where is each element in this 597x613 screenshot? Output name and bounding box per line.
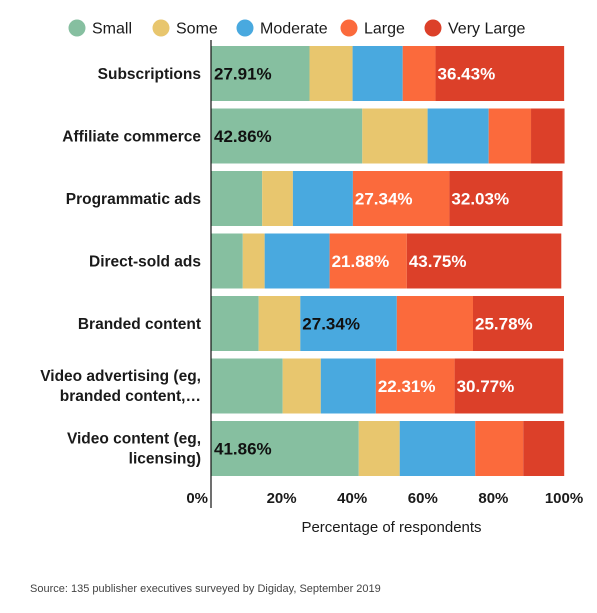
x-tick-label: 60% (408, 490, 438, 507)
category-label: Affiliate commerce (62, 129, 201, 146)
bar-segment (449, 171, 563, 226)
bar-segment (435, 46, 565, 101)
bar-segment (300, 296, 397, 351)
category-label: Branded content (78, 316, 201, 333)
bar-segment (211, 46, 310, 101)
legend-swatch-small (68, 19, 86, 37)
data-label: 21.88% (332, 252, 390, 271)
data-label: 41.86% (214, 440, 272, 459)
bar-segment (258, 296, 301, 351)
x-tick-label: 0% (186, 490, 208, 507)
bar-segment (211, 171, 263, 226)
bar-segment (211, 421, 359, 476)
bar-segment (309, 46, 353, 101)
category-label: Direct-sold ads (89, 254, 201, 271)
legend-label-small: Small (92, 21, 132, 38)
x-tick-label: 40% (337, 490, 367, 507)
bar-segment (406, 233, 562, 289)
bar-segment (362, 108, 428, 164)
legend-label-some: Some (176, 21, 218, 38)
bar-segment (211, 358, 283, 414)
data-label: 43.75% (409, 252, 467, 271)
bar-segment (320, 358, 376, 414)
legend-swatch-very-large (424, 19, 442, 37)
bar-segment (352, 46, 403, 101)
source-note: Source: 135 publisher executives surveye… (30, 583, 381, 595)
legend-swatch-moderate (236, 19, 254, 37)
bar-segment (531, 108, 565, 164)
data-label: 36.43% (438, 65, 496, 84)
bar-segment (329, 233, 407, 289)
x-tick-label: 80% (478, 490, 508, 507)
bar-segment (475, 421, 524, 476)
bar-segment (375, 358, 455, 414)
legend-swatch-large (340, 19, 358, 37)
data-label: 27.34% (302, 315, 360, 334)
bar-segment (488, 108, 532, 164)
data-label: 32.03% (451, 190, 509, 209)
category-label: branded content,… (60, 388, 201, 405)
data-label: 27.34% (355, 190, 413, 209)
x-axis-title: Percentage of respondents (301, 519, 481, 536)
legend-label-moderate: Moderate (260, 21, 328, 38)
bar-segment (211, 233, 243, 289)
bar-segment (523, 421, 565, 476)
bar-segment (211, 296, 259, 351)
legend-label-very-large: Very Large (448, 21, 525, 38)
legend-label-large: Large (364, 21, 405, 38)
bar-segment (454, 358, 564, 414)
x-tick-label: 20% (267, 490, 297, 507)
data-label: 22.31% (378, 377, 436, 396)
category-label: Video content (eg, (67, 431, 201, 448)
data-label: 30.77% (457, 377, 515, 396)
bar-segment (402, 46, 436, 101)
bar-segment (292, 171, 353, 226)
category-label: Video advertising (eg, (40, 368, 201, 385)
bar-segment (427, 108, 489, 164)
category-label: licensing) (129, 451, 201, 468)
bar-segment (352, 171, 450, 226)
bar-segment (396, 296, 473, 351)
bar-segment (472, 296, 564, 351)
bar-segment (262, 171, 293, 226)
bar-segment (242, 233, 265, 289)
bar-segment (399, 421, 476, 476)
data-label: 25.78% (475, 315, 533, 334)
bar-segment (264, 233, 330, 289)
category-label: Programmatic ads (66, 191, 201, 208)
x-tick-label: 100% (545, 490, 583, 507)
bar-segment (211, 108, 363, 164)
bar-segment (282, 358, 321, 414)
data-label: 42.86% (214, 127, 272, 146)
data-label: 27.91% (214, 65, 272, 84)
bar-segment (358, 421, 400, 476)
category-label: Subscriptions (98, 66, 201, 83)
legend-swatch-some (152, 19, 170, 37)
